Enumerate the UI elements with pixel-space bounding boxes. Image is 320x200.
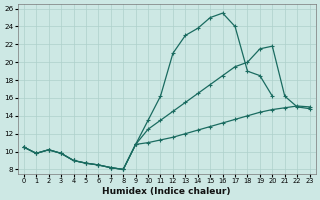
X-axis label: Humidex (Indice chaleur): Humidex (Indice chaleur) [102,187,231,196]
